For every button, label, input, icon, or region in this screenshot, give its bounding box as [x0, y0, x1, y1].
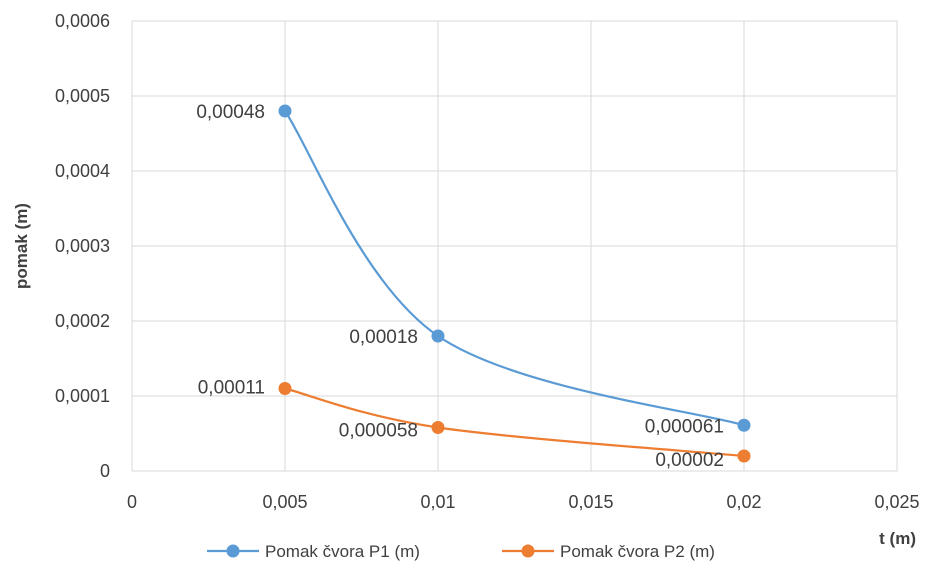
data-point	[278, 382, 292, 395]
data-label: 0,000058	[339, 421, 418, 442]
data-point	[737, 449, 751, 463]
x-tick-label: 0,015	[568, 492, 613, 512]
data-point	[431, 329, 445, 343]
y-axis-title: pomak (m)	[12, 203, 31, 289]
data-label: 0,00018	[349, 327, 418, 348]
legend: Pomak čvora P1 (m) Pomak čvora P2 (m)	[207, 542, 715, 561]
data-labels: 0,00048 0,00018 0,000061 0,00011 0,000058 0,0…	[196, 102, 724, 471]
data-label: 0,000061	[645, 416, 724, 437]
data-label: 0,00002	[655, 450, 724, 471]
series-line-1	[284, 110, 745, 427]
y-tick-label: 0,0004	[55, 161, 110, 181]
y-tick-label: 0,0002	[55, 311, 110, 331]
legend-marker	[521, 544, 535, 558]
data-point	[431, 421, 445, 434]
x-tick-label: 0,025	[874, 492, 919, 512]
series-group	[278, 104, 751, 463]
legend-marker	[226, 544, 240, 558]
y-tick-label: 0	[100, 461, 110, 481]
x-axis-ticks: 0 0,005 0,01 0,015 0,02 0,025	[127, 492, 920, 512]
y-tick-label: 0,0005	[55, 86, 110, 106]
x-tick-label: 0,01	[420, 492, 455, 512]
data-label: 0,00048	[196, 102, 265, 123]
data-label: 0,00011	[198, 378, 265, 399]
y-tick-label: 0,0003	[55, 236, 110, 256]
legend-label: Pomak čvora P2 (m)	[560, 542, 715, 561]
series-line-2	[284, 387, 745, 458]
data-point	[737, 418, 751, 432]
y-axis-ticks: 0 0,0001 0,0002 0,0003 0,0004 0,0005 0,0006	[55, 11, 110, 481]
grid	[131, 20, 898, 472]
y-tick-label: 0,0006	[55, 11, 110, 31]
y-tick-label: 0,0001	[55, 386, 110, 406]
legend-label: Pomak čvora P1 (m)	[265, 542, 420, 561]
x-tick-label: 0,02	[726, 492, 761, 512]
x-tick-label: 0,005	[262, 492, 307, 512]
data-point	[278, 104, 292, 118]
x-axis-title: t (m)	[879, 529, 916, 548]
x-tick-label: 0	[127, 492, 137, 512]
